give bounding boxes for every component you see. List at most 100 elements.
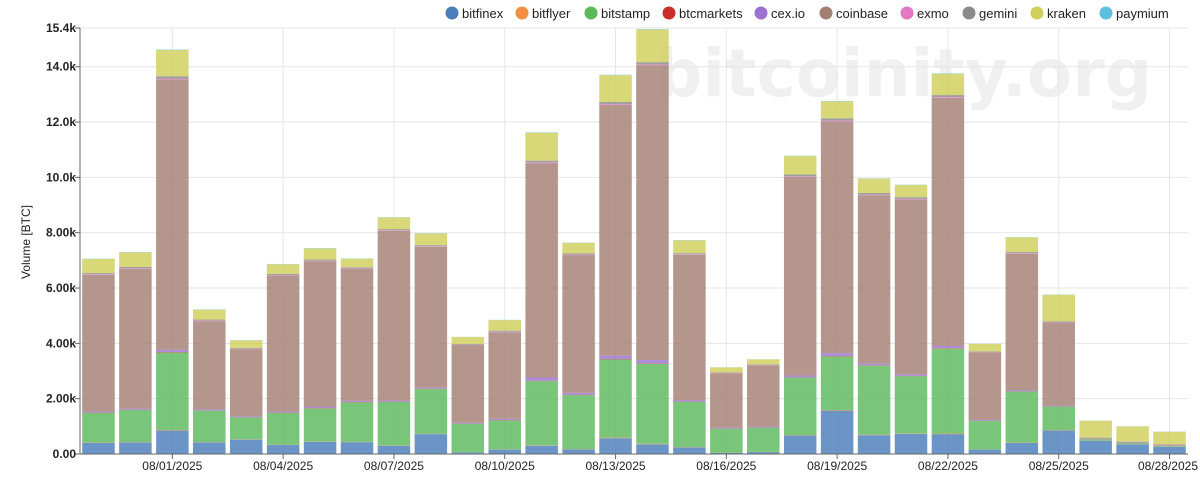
bar-bitstamp-8 bbox=[377, 401, 411, 446]
bar-gemini-5 bbox=[266, 273, 300, 276]
legend-item-cex-io[interactable]: cex.io bbox=[754, 6, 805, 21]
bar-stack-19 bbox=[783, 155, 817, 454]
bar-bitfinex-10 bbox=[451, 452, 485, 454]
bar-bitflyer-15 bbox=[636, 443, 669, 445]
legend-item-coinbase[interactable]: coinbase bbox=[819, 6, 889, 21]
bar-kraken-19 bbox=[783, 155, 817, 175]
bar-gemini-24 bbox=[968, 351, 1002, 352]
bar-stack-12 bbox=[525, 132, 558, 454]
bar-gemini-11 bbox=[488, 330, 521, 332]
legend-swatch-6 bbox=[900, 6, 914, 20]
bar-cex-io-11 bbox=[488, 418, 521, 420]
bar-kraken-24 bbox=[968, 343, 1002, 352]
bar-bitstamp-18 bbox=[747, 427, 780, 452]
x-tick-label-1: 08/04/2025 bbox=[253, 459, 313, 473]
legend-swatch-0 bbox=[445, 6, 459, 20]
bar-bitflyer-2 bbox=[156, 429, 189, 431]
bar-kraken-2 bbox=[156, 49, 189, 77]
bar-bitfinex-19 bbox=[783, 435, 817, 454]
legend-item-gemini[interactable]: gemini bbox=[962, 6, 1018, 21]
bar-cex-io-20 bbox=[820, 353, 854, 356]
x-tick-label-2: 08/07/2025 bbox=[364, 459, 424, 473]
legend-item-paymium[interactable]: paymium bbox=[1099, 6, 1169, 21]
bar-cex-io-22 bbox=[894, 374, 928, 376]
legend-item-btcmarkets[interactable]: btcmarkets bbox=[662, 6, 744, 21]
bar-coinbase-13 bbox=[562, 255, 595, 393]
bar-stack-20 bbox=[820, 101, 854, 454]
bar-exmo-11 bbox=[488, 331, 521, 333]
bar-bitstamp-22 bbox=[894, 376, 928, 434]
bar-exmo-1 bbox=[119, 268, 152, 269]
bar-exmo-14 bbox=[599, 104, 632, 106]
legend-swatch-9 bbox=[1099, 6, 1113, 20]
y-tick-label-8: 15.4k bbox=[46, 21, 76, 35]
legend-item-bitflyer[interactable]: bitflyer bbox=[515, 6, 571, 21]
bar-kraken-27 bbox=[1079, 420, 1112, 438]
bar-cex-io-24 bbox=[968, 419, 1002, 421]
bar-kraken-23 bbox=[931, 73, 965, 96]
y-tick-label-1: 2.00k bbox=[46, 392, 76, 406]
bar-cex-io-0 bbox=[82, 411, 115, 413]
bar-bitstamp-6 bbox=[303, 408, 337, 442]
bar-exmo-22 bbox=[894, 198, 928, 200]
axes bbox=[79, 28, 1188, 455]
bar-cex-io-4 bbox=[229, 416, 263, 417]
legend-item-bitstamp[interactable]: bitstamp bbox=[584, 6, 651, 21]
bar-bitfinex-28 bbox=[1116, 444, 1149, 454]
legend-label-5: coinbase bbox=[836, 6, 888, 21]
bar-coinbase-25 bbox=[1005, 253, 1039, 391]
legend-item-exmo[interactable]: exmo bbox=[900, 6, 949, 21]
bar-gemini-26 bbox=[1042, 321, 1075, 323]
bar-exmo-21 bbox=[857, 194, 891, 196]
bar-exmo-6 bbox=[303, 260, 337, 262]
bar-bitfinex-20 bbox=[820, 410, 854, 454]
bar-cex-io-6 bbox=[303, 406, 337, 409]
bar-bitfinex-17 bbox=[710, 452, 743, 454]
legend-label-8: kraken bbox=[1047, 6, 1086, 21]
bar-cex-io-16 bbox=[673, 400, 706, 402]
bar-gemini-12 bbox=[525, 160, 558, 163]
bar-cex-io-10 bbox=[451, 422, 485, 424]
bar-stack-9 bbox=[414, 233, 448, 454]
bar-stack-5 bbox=[266, 263, 300, 454]
legend-item-bitfinex[interactable]: bitfinex bbox=[445, 6, 504, 21]
bar-coinbase-10 bbox=[451, 345, 485, 423]
bar-coinbase-18 bbox=[747, 365, 780, 427]
bar-bitfinex-23 bbox=[931, 434, 965, 454]
bar-stack-27 bbox=[1079, 420, 1112, 454]
bar-coinbase-11 bbox=[488, 332, 521, 419]
bar-kraken-26 bbox=[1042, 294, 1075, 322]
bar-stack-8 bbox=[377, 217, 411, 454]
bar-exmo-26 bbox=[1042, 322, 1075, 324]
bar-cex-io-14 bbox=[599, 355, 632, 359]
bar-bitfinex-24 bbox=[968, 449, 1002, 454]
bar-bitflyer-20 bbox=[820, 410, 854, 411]
bar-bitstamp-0 bbox=[82, 412, 115, 443]
bar-gemini-21 bbox=[857, 193, 891, 195]
bar-coinbase-7 bbox=[340, 268, 374, 401]
bar-exmo-3 bbox=[193, 320, 226, 322]
bar-cex-io-7 bbox=[340, 400, 374, 402]
bar-gemini-7 bbox=[340, 267, 374, 269]
bar-gemini-22 bbox=[894, 197, 928, 199]
bar-bitflyer-14 bbox=[599, 437, 632, 439]
bar-stack-11 bbox=[488, 319, 521, 454]
bar-exmo-16 bbox=[673, 254, 706, 255]
bar-kraken-7 bbox=[340, 258, 374, 268]
bar-bitstamp-12 bbox=[525, 381, 558, 446]
bar-bitfinex-29 bbox=[1153, 446, 1186, 454]
bar-stack-4 bbox=[229, 340, 263, 454]
bar-kraken-12 bbox=[525, 132, 558, 161]
bar-coinbase-8 bbox=[377, 230, 411, 401]
legend-item-kraken[interactable]: kraken bbox=[1030, 6, 1087, 21]
bar-stack-1 bbox=[119, 252, 152, 454]
bar-coinbase-14 bbox=[599, 105, 632, 356]
bar-kraken-13 bbox=[562, 242, 595, 254]
bar-stack-24 bbox=[968, 343, 1002, 454]
legend-swatch-7 bbox=[962, 6, 976, 20]
bar-bitfinex-14 bbox=[599, 438, 632, 454]
y-tick-label-6: 12.0k bbox=[46, 115, 76, 129]
bar-gemini-19 bbox=[783, 174, 817, 177]
bar-coinbase-1 bbox=[119, 268, 152, 409]
bar-kraken-18 bbox=[747, 359, 780, 365]
